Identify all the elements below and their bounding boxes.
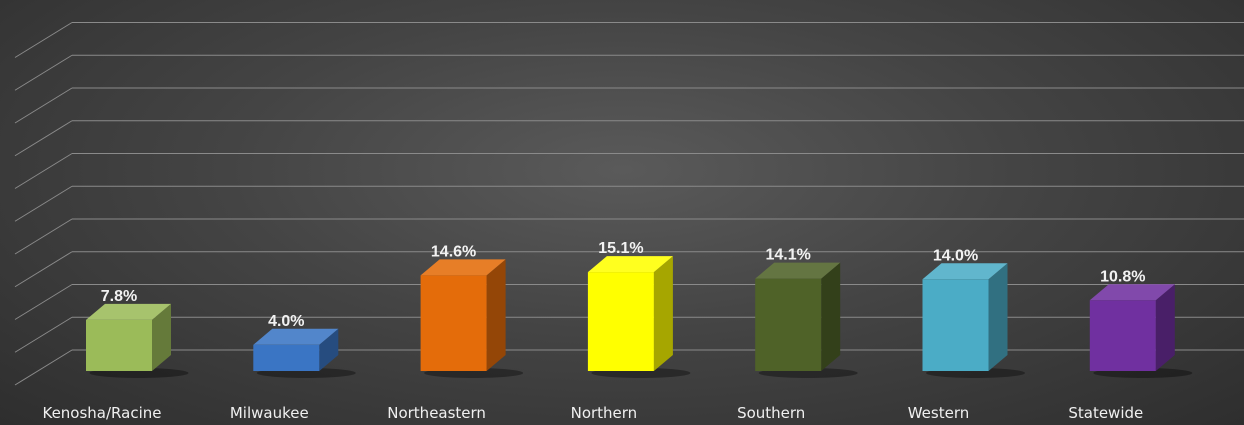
- bar-top-6: [1089, 284, 1175, 301]
- bar-side-6: [1155, 284, 1175, 371]
- bar-top-4: [755, 262, 841, 279]
- value-label-6: 10.8%: [1100, 268, 1145, 285]
- value-label-1: 4.0%: [268, 313, 304, 330]
- value-label-0: 7.8%: [101, 288, 137, 305]
- gridline-diagonal: [14, 218, 73, 255]
- gridline-diagonal: [14, 153, 73, 189]
- bar-3: [587, 272, 654, 371]
- gridline-diagonal: [14, 284, 73, 320]
- bar-2: [420, 275, 487, 371]
- value-label-5: 14.0%: [933, 247, 978, 264]
- gridline-diagonal: [14, 120, 73, 157]
- gridline-diagonal: [14, 22, 73, 58]
- category-label-0: Kenosha/Racine: [42, 404, 161, 422]
- value-label-2: 14.6%: [431, 243, 476, 260]
- bar-side-5: [988, 263, 1008, 371]
- value-label-4: 14.1%: [766, 247, 811, 264]
- bar-top-5: [922, 263, 1008, 280]
- category-label-4: Southern: [737, 404, 805, 422]
- bar-top-2: [420, 259, 506, 276]
- category-label-3: Northern: [571, 404, 638, 422]
- gridline-diagonal: [14, 251, 73, 288]
- bar-4: [755, 278, 822, 371]
- bar-1: [253, 344, 320, 371]
- category-label-1: Milwaukee: [230, 404, 309, 422]
- gridline-diagonal: [14, 185, 73, 222]
- gridline-diagonal: [14, 87, 73, 124]
- gridline-diagonal: [14, 349, 73, 386]
- bar-side-4: [821, 262, 841, 371]
- bar-top-3: [587, 256, 673, 273]
- bar-6: [1089, 300, 1156, 371]
- bar-top-1: [253, 328, 339, 345]
- bar-side-2: [486, 259, 506, 371]
- value-label-3: 15.1%: [598, 240, 643, 257]
- bar-0: [86, 319, 152, 371]
- category-label-2: Northeastern: [387, 404, 486, 422]
- category-label-5: Western: [908, 404, 970, 422]
- bar-side-0: [152, 303, 171, 371]
- bar-top-0: [86, 303, 171, 320]
- bar-side-1: [319, 328, 339, 371]
- gridline-diagonal: [14, 54, 73, 91]
- category-label-6: Statewide: [1068, 404, 1143, 422]
- bar-5: [922, 279, 989, 371]
- bars: [86, 256, 1193, 378]
- bar-side-3: [653, 256, 673, 371]
- gridline-diagonal: [14, 316, 73, 353]
- labels: 7.8% Kenosha/Racine 4.0% Milwaukee 14.6% Nort…: [42, 240, 1145, 422]
